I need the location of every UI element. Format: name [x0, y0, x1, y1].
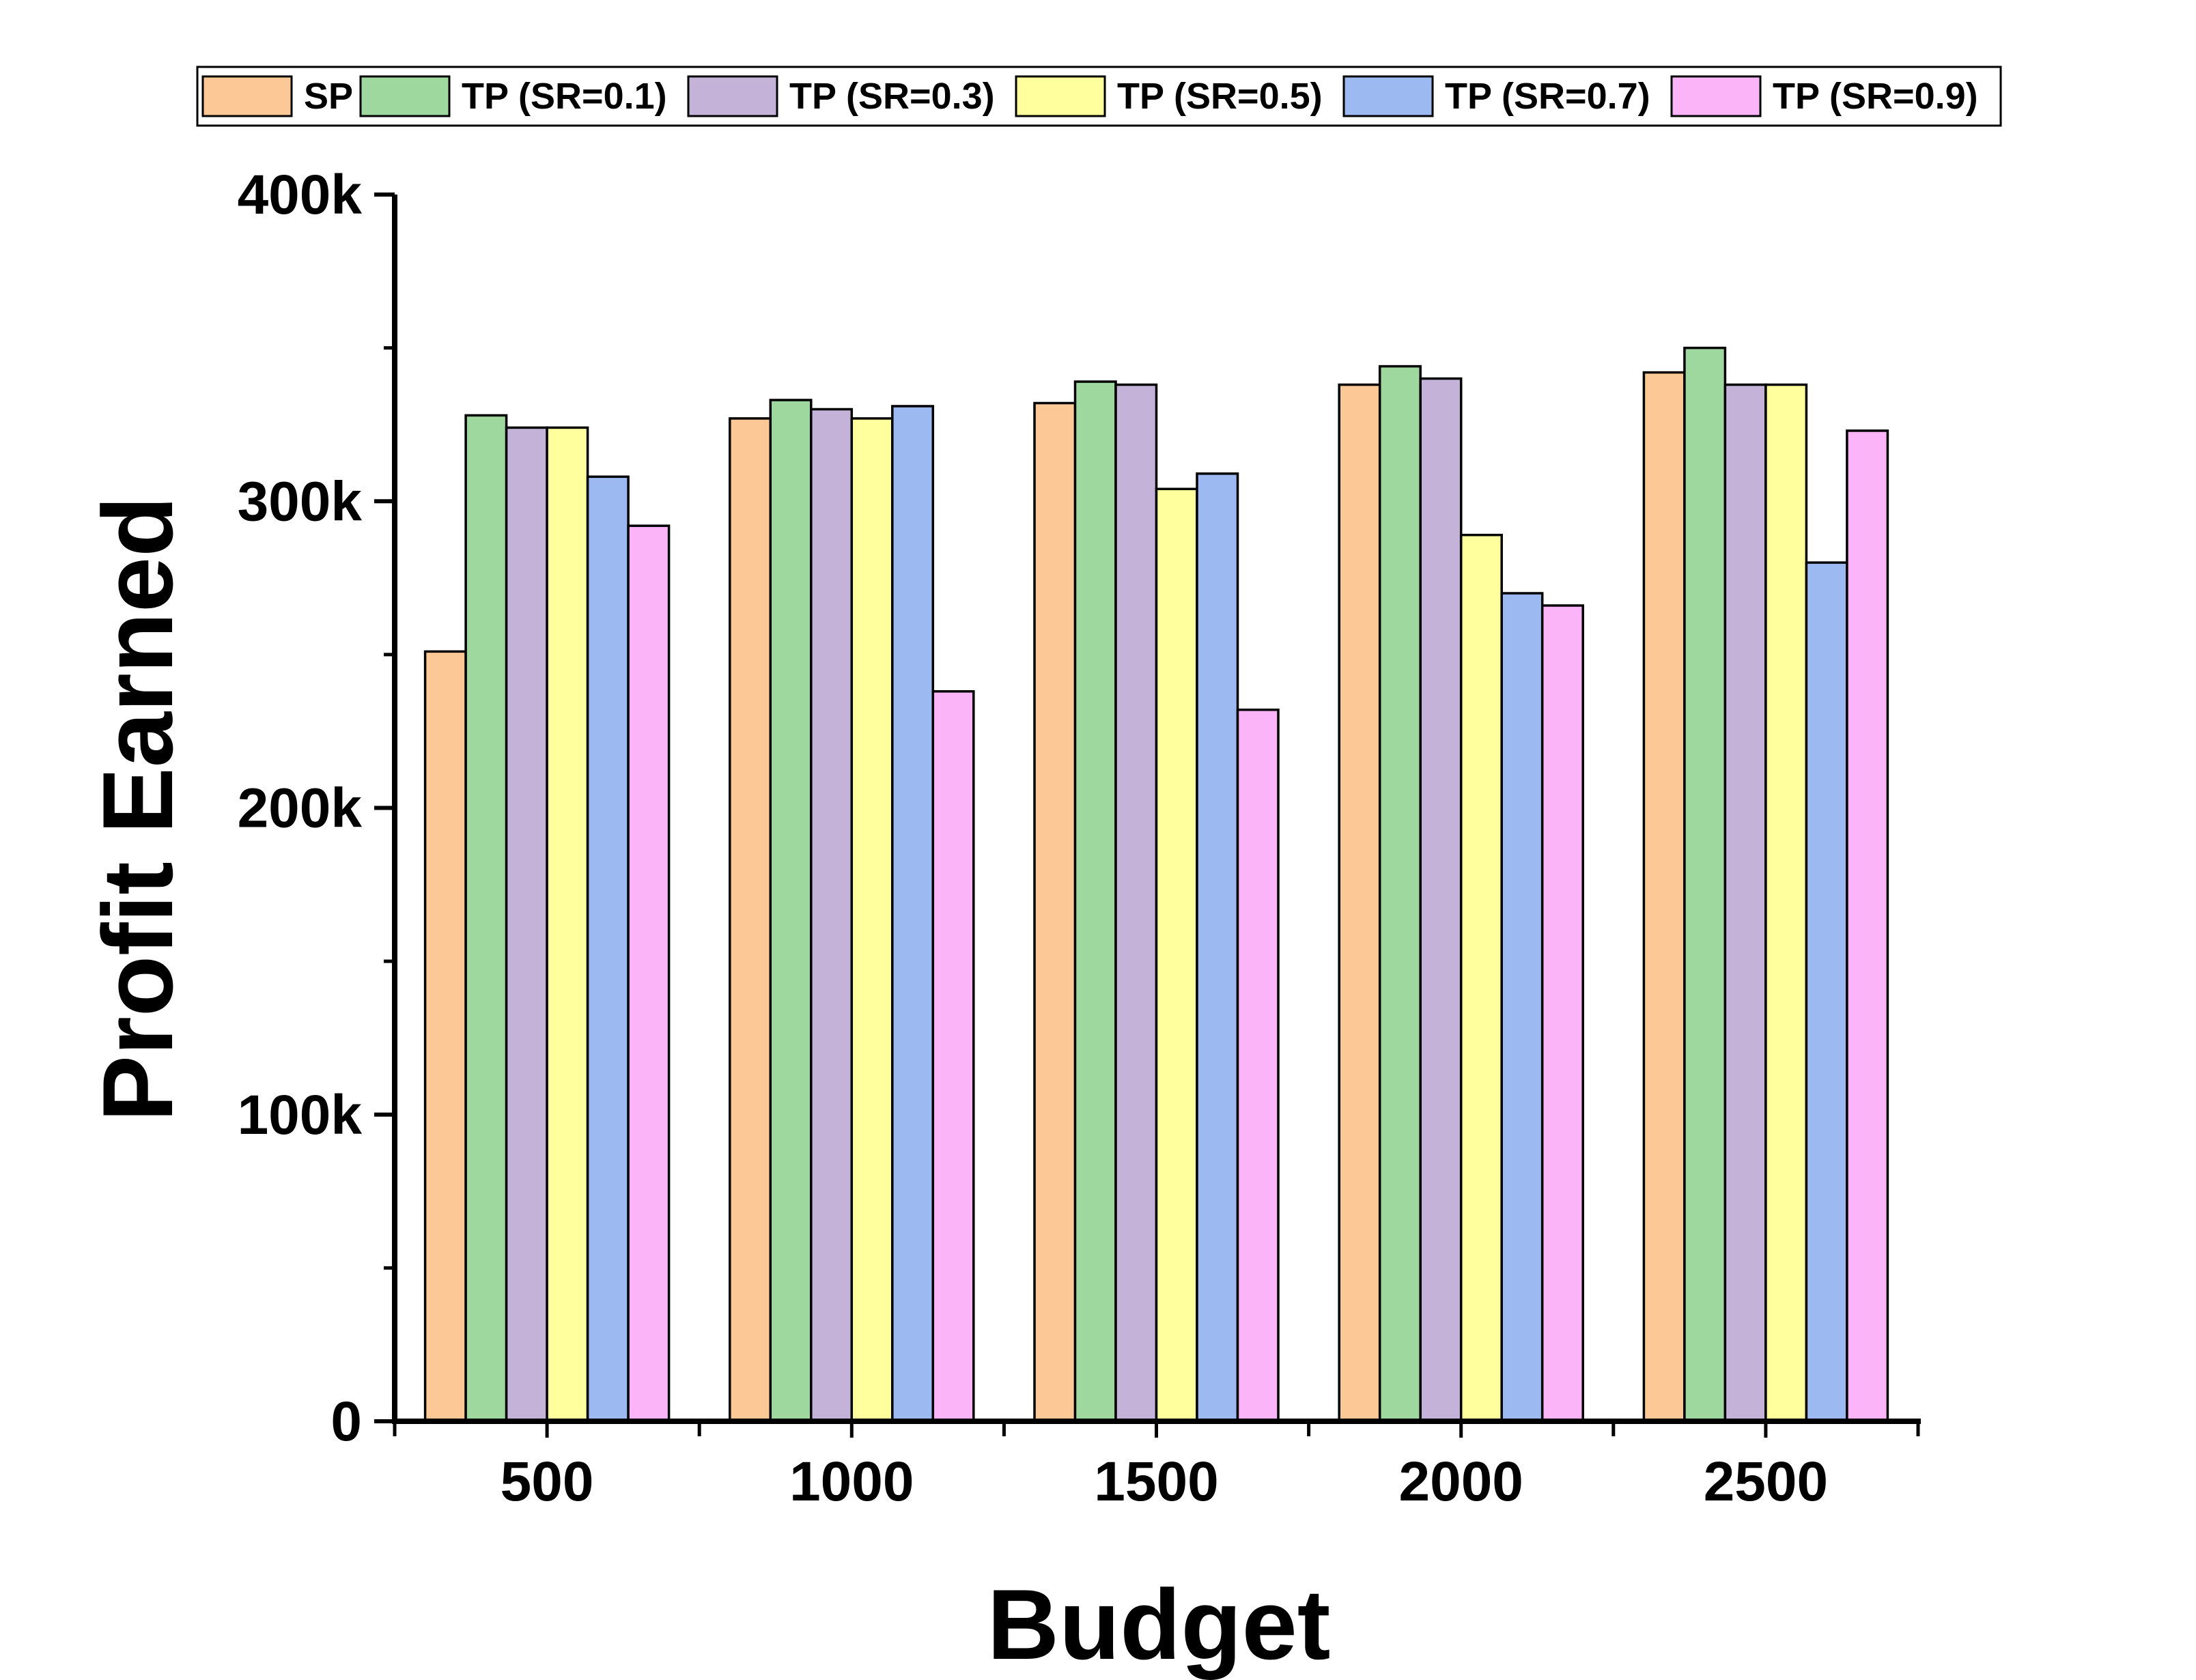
- x-tick-label: 1000: [789, 1451, 914, 1513]
- bar: [1723, 383, 1767, 1423]
- bar: [1073, 380, 1117, 1423]
- legend-label: SP: [304, 76, 353, 117]
- legend-swatch: [201, 75, 293, 117]
- axes: 0 100k 200k 300k 400k 500 1000 1500 2000 2500: [238, 164, 1921, 1513]
- bar: [1338, 383, 1381, 1423]
- bar: [1114, 383, 1158, 1423]
- bar: [1033, 401, 1077, 1423]
- y-axis-title: Profit Earned: [82, 496, 193, 1122]
- bar: [1196, 472, 1239, 1423]
- x-tick-label: 2000: [1398, 1451, 1523, 1513]
- bar: [1419, 377, 1463, 1423]
- bar: [1642, 371, 1686, 1423]
- legend-label: TP (SR=0.3): [789, 76, 995, 117]
- bar: [546, 426, 589, 1423]
- bar: [627, 524, 671, 1423]
- bar: [1846, 429, 1889, 1423]
- bar: [1459, 533, 1503, 1423]
- bars: [423, 346, 1889, 1423]
- bar: [1500, 592, 1544, 1423]
- legend-swatch: [1670, 75, 1762, 117]
- legend-label: TP (SR=0.1): [462, 76, 667, 117]
- bar: [423, 650, 467, 1423]
- legend-swatch: [1342, 75, 1434, 117]
- x-tick-label: 1500: [1094, 1451, 1218, 1513]
- legend-swatch: [1015, 75, 1106, 117]
- legend: SP TP (SR=0.1) TP (SR=0.3) TP (SR=0.5) TP (S…: [196, 66, 2002, 127]
- y-tick-label: 200k: [238, 778, 363, 840]
- y-tick-label: 400k: [238, 164, 363, 226]
- bar: [586, 475, 630, 1423]
- bar: [850, 417, 894, 1423]
- bar: [729, 417, 772, 1423]
- bar: [1540, 604, 1584, 1423]
- legend-swatch: [359, 75, 451, 117]
- bar: [505, 426, 548, 1423]
- legend-label: TP (SR=0.5): [1117, 76, 1323, 117]
- bar: [1155, 487, 1198, 1423]
- bar: [464, 414, 508, 1423]
- legend-label: TP (SR=0.7): [1445, 76, 1650, 117]
- bar: [769, 399, 813, 1423]
- y-tick-label: 300k: [238, 470, 363, 532]
- y-tick-label: 0: [330, 1391, 362, 1453]
- legend-label: TP (SR=0.9): [1773, 76, 1978, 117]
- bar: [1764, 383, 1808, 1423]
- y-tick-label: 100k: [238, 1084, 363, 1146]
- bar: [1805, 561, 1848, 1423]
- x-tick-label: 2500: [1704, 1451, 1828, 1513]
- bar: [931, 690, 975, 1423]
- bar: [1378, 365, 1422, 1423]
- bar: [891, 405, 935, 1423]
- bar: [1236, 708, 1280, 1423]
- legend-swatch: [687, 75, 778, 117]
- bar: [1683, 346, 1727, 1423]
- x-axis-title: Budget: [987, 1569, 1331, 1680]
- x-tick-label: 500: [501, 1451, 594, 1513]
- bar: [810, 408, 854, 1423]
